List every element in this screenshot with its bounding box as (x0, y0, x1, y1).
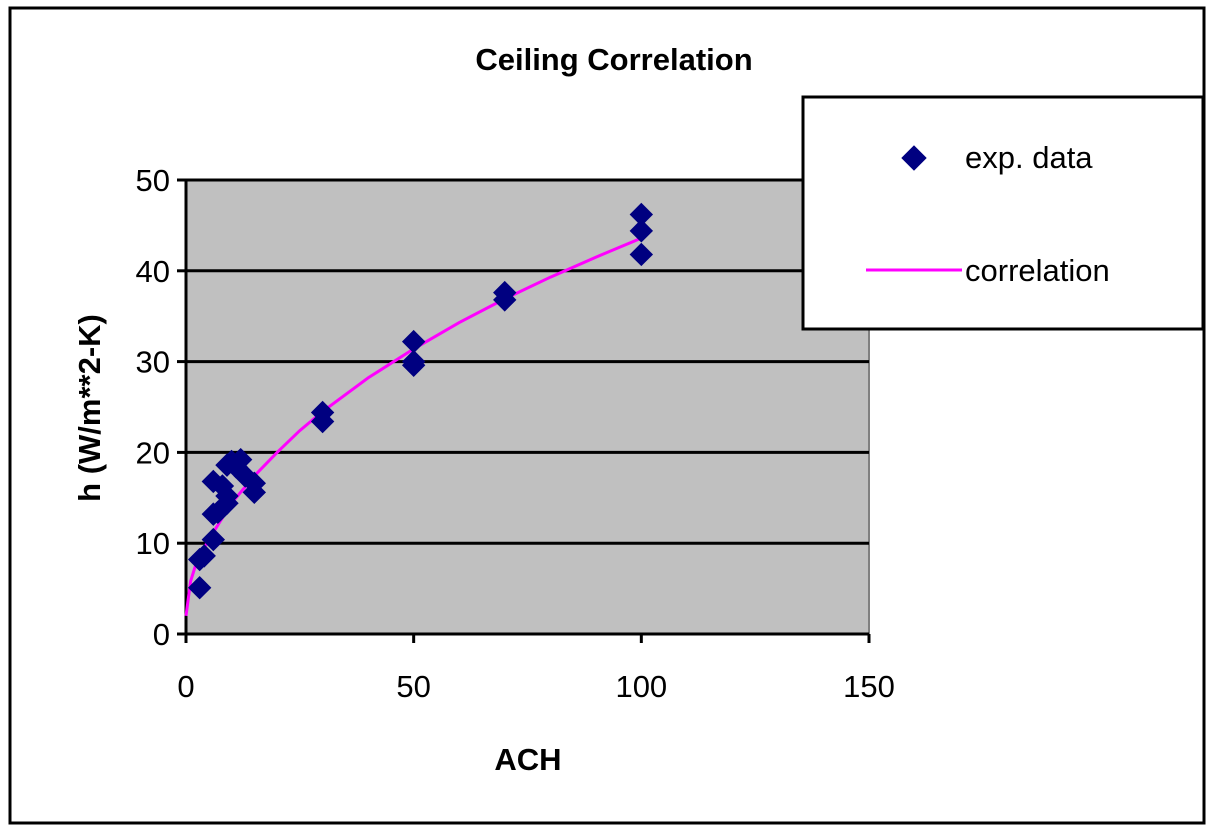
y-tick-label: 30 (136, 345, 170, 380)
chart-title: Ceiling Correlation (475, 42, 752, 77)
data-point (629, 202, 654, 227)
y-tick-label: 50 (136, 163, 170, 198)
y-tick-label: 0 (153, 617, 170, 652)
data-point (493, 280, 517, 305)
y-tick-label: 40 (136, 254, 170, 289)
x-axis-title: ACH (494, 742, 561, 777)
legend-diamond-marker (901, 145, 927, 171)
x-tick-label: 0 (177, 669, 194, 704)
legend-label-correlation: correlation (965, 253, 1110, 288)
data-point (242, 471, 267, 495)
tick-labels: 0 10 20 30 40 50 0 50 100 150 (136, 163, 895, 704)
y-tick-label: 10 (136, 526, 170, 561)
legend-box (801, 95, 1205, 331)
data-point (629, 219, 654, 243)
legend: exp. data correlation (801, 95, 1205, 331)
data-point (201, 527, 226, 552)
x-tick-label: 50 (396, 669, 430, 704)
x-tick-label: 100 (615, 669, 667, 704)
axes (177, 178, 871, 643)
data-point (215, 484, 239, 508)
y-tick-label: 20 (136, 435, 170, 470)
data-series (184, 202, 654, 616)
legend-label-exp-data: exp. data (965, 140, 1093, 175)
plot-area (185, 179, 870, 635)
data-point (187, 575, 212, 600)
y-axis-title: h (W/m**2-K) (72, 314, 107, 502)
data-point (401, 329, 426, 354)
x-tick-label: 150 (843, 669, 895, 704)
data-point (192, 544, 216, 568)
data-point (310, 400, 335, 425)
data-point (401, 349, 426, 374)
data-point (629, 242, 654, 267)
grid-lines (186, 178, 869, 545)
